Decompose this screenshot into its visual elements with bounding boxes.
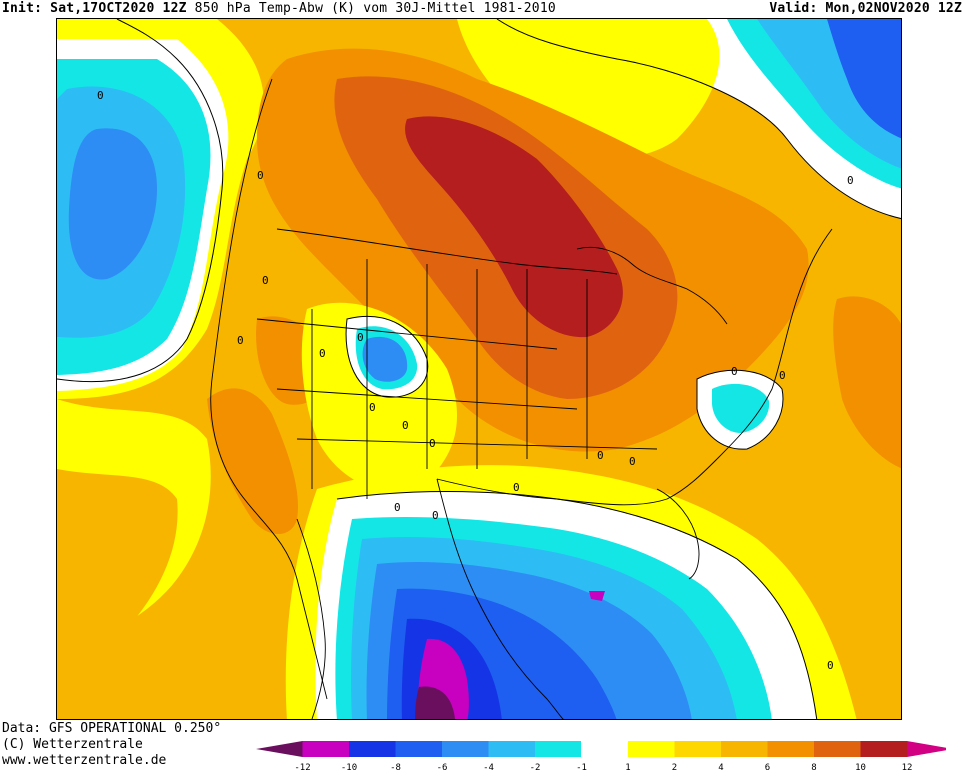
init-date: Sat,17OCT2020 12Z [50,1,187,16]
anomaly-region-rockies-blue [362,336,408,382]
valid-time: Valid: Mon,02NOV2020 12Z [769,0,962,18]
colorbar-tick-label: -6 [437,763,448,773]
mexico-coast [436,478,564,719]
anomaly-region-gulf-magenta-spot [589,591,605,601]
colorbar-swatch [674,741,721,757]
contour-label: 0 [402,419,409,432]
colorbar-tick-label: 4 [718,763,723,773]
contour-labels: 0 0 0 0 0 0 0 0 0 0 0 0 0 0 0 0 0 0 [97,89,854,672]
zero-contours [57,19,901,719]
contour-label: 0 [319,347,326,360]
anomaly-region-atlantic-blue-dark [827,19,901,139]
colorbar-tick-label: -2 [530,763,541,773]
colorbar-swatch [907,741,946,757]
colorbar-swatch [535,741,582,757]
anomaly-region-pacific-blue-dark [68,128,157,280]
anomaly-region-south-pacific-warm [57,469,178,681]
gulf-coast [436,458,718,506]
anomaly-region-west-us-orange [207,388,298,534]
colorbar-swatches [256,741,946,758]
colorbar-tick-label: 12 [902,763,913,773]
colorbar-swatch [488,741,535,757]
colorbar-swatch [721,741,768,757]
contour-line [336,491,818,719]
map-title: Init: Sat,17OCT2020 12Z 850 hPa Temp-Abw… [2,0,556,18]
colorbar-tick-label: -4 [483,763,494,773]
colorbar-swatch [581,741,629,758]
contour-line [57,19,224,383]
contour-label: 0 [394,501,401,514]
contour-label: 0 [597,449,604,462]
colorbar-tick-label: 10 [855,763,866,773]
data-source: Data: GFS OPERATIONAL 0.250° [2,721,222,736]
anomaly-region-gulf-purple [415,686,455,719]
colorbar-swatch [860,741,907,757]
baja-california [296,518,326,719]
colorbar-swatch [767,741,814,757]
anomaly-region-atlantic-cyan-2 [712,383,770,433]
contour-label: 0 [779,369,786,382]
colorbar-ticks: -12 -10 -8 -6 -4 -2 -1 1 2 4 6 8 10 12 [294,763,912,773]
anomaly-region-atlantic-orange [833,296,901,469]
colorbar-tick-label: 8 [811,763,816,773]
contour-label: 0 [369,401,376,414]
contour-label: 0 [629,455,636,468]
state-line [276,388,578,410]
contour-line [496,19,901,220]
contour-line [696,369,784,450]
colorbar-swatch [256,741,303,757]
contour-label: 0 [262,274,269,287]
contour-label: 0 [827,659,834,672]
valid-date: Mon,02NOV2020 12Z [825,1,962,16]
contour-label: 0 [513,481,520,494]
colorbar-tick-label: -8 [390,763,401,773]
florida [656,488,700,580]
colorbar-swatch [442,741,489,757]
colorbar-tick-label: 6 [765,763,770,773]
west-coastline [210,78,328,700]
copyright: (C) Wetterzentrale [2,737,143,752]
contour-label: 0 [432,509,439,522]
colorbar-tick-label: -10 [341,763,357,773]
great-lakes [576,246,728,325]
colorbar-swatch [628,741,675,757]
east-coast [716,228,833,460]
state-line [296,438,658,450]
us-canada-border [276,228,618,275]
colorbar-swatch [302,741,349,757]
website-url: www.wetterzentrale.de [2,753,167,768]
colorbar-tick-label: 2 [672,763,677,773]
anomaly-region-canada-yellow [457,19,720,158]
contour-label: 0 [429,437,436,450]
anomaly-region-max [405,116,623,338]
contour-label: 0 [731,365,738,378]
state-line [256,318,558,350]
colorbar-swatch [814,741,861,757]
contour-label: 0 [97,89,104,102]
contour-label: 0 [357,331,364,344]
contour-label: 0 [257,169,264,182]
colorbar-tick-label: -12 [294,763,310,773]
contour-line [345,315,429,398]
colorbar-tick-label: -1 [576,763,587,773]
contour-label: 0 [237,334,244,347]
colorbar-tick-label: 1 [625,763,630,773]
anomaly-map: 0 0 0 0 0 0 0 0 0 0 0 0 0 0 0 0 0 0 [56,18,902,720]
init-label: Init: [2,1,43,16]
valid-label: Valid: [769,1,818,16]
contour-label: 0 [847,174,854,187]
colorbar-swatch [395,741,442,757]
colorbar-swatch [349,741,396,757]
political-boundaries [210,78,833,719]
product-title: 850 hPa Temp-Abw (K) vom 30J-Mittel 1981… [194,1,556,16]
colorbar: -12 -10 -8 -6 -4 -2 -1 1 2 4 6 8 10 12 [256,741,946,773]
